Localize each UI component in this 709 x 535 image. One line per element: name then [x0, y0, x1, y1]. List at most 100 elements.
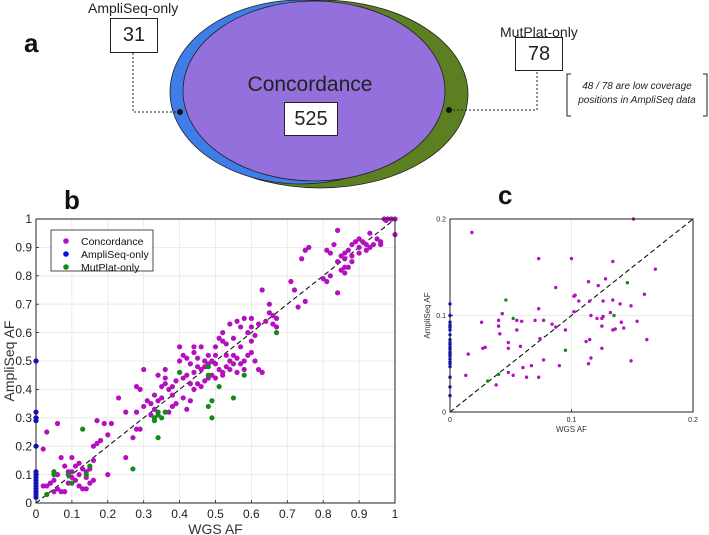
- concordance-point: [259, 287, 265, 293]
- concordance-point: [105, 432, 111, 438]
- concordance-point: [259, 369, 265, 375]
- concordance-point: [320, 276, 326, 282]
- concordance-point: [589, 356, 593, 360]
- concordance-point: [180, 375, 186, 381]
- concordance-point: [198, 366, 204, 373]
- concordance-point: [241, 315, 247, 321]
- concordance-point: [248, 349, 254, 356]
- concordance-point: [324, 278, 330, 285]
- concordance-point: [205, 352, 211, 358]
- concordance-point: [133, 383, 140, 390]
- panel-b-letter: b: [64, 185, 80, 215]
- note-bracket-right: [703, 73, 708, 117]
- concordance-point: [515, 328, 519, 332]
- concordance-point: [51, 489, 57, 495]
- y-tick-label: 0.3: [15, 411, 32, 425]
- concordance-point: [234, 355, 240, 361]
- concordance-point: [212, 361, 219, 367]
- concordance-point: [273, 324, 280, 330]
- concordance-point: [541, 318, 546, 323]
- mutplat-only-point: [65, 472, 71, 478]
- concordance-point: [166, 409, 172, 415]
- concordance-point: [506, 346, 511, 351]
- mutplat-only-point: [80, 426, 86, 432]
- concordance-point: [133, 409, 140, 415]
- concordance-point: [87, 480, 93, 486]
- concordance-point: [98, 437, 104, 444]
- concordance-point: [248, 324, 254, 330]
- mutplat-only-point: [51, 472, 57, 478]
- x-tick-label: 0.1: [567, 417, 577, 424]
- concordance-point: [141, 366, 147, 373]
- legend-label-concordance: Concordance: [81, 236, 144, 248]
- concordance-point: [334, 259, 341, 265]
- concordance-point: [270, 312, 276, 319]
- concordance-point: [273, 315, 280, 321]
- concordance-point: [554, 325, 558, 329]
- x-tick-label: 1: [392, 507, 399, 521]
- concordance-point: [187, 398, 193, 404]
- mutplat-only-point: [485, 379, 490, 383]
- concordance-point: [342, 270, 348, 276]
- y-tick-label: 0.1: [436, 313, 446, 320]
- concordance-point: [90, 443, 97, 449]
- concordance-point: [223, 352, 229, 358]
- concordance-point: [209, 358, 215, 364]
- concordance-point: [191, 344, 197, 350]
- concordance-point: [370, 241, 377, 248]
- concordance-point: [603, 277, 608, 281]
- concordance-point: [151, 406, 158, 412]
- concordance-point: [613, 327, 617, 331]
- concordance-point: [90, 457, 97, 463]
- mutplat-only-point: [69, 480, 75, 486]
- concordance-point: [227, 358, 233, 364]
- concordance-point: [162, 366, 168, 373]
- concordance-point: [538, 336, 542, 341]
- concordance-point: [266, 301, 272, 307]
- concordance-point: [255, 321, 262, 327]
- concordance-point: [367, 230, 373, 236]
- concordance-point: [230, 352, 237, 358]
- mutplat-only-point: [563, 348, 568, 352]
- concordance-point: [162, 375, 168, 381]
- mutplat-leader-dot: [446, 107, 452, 113]
- concordance-point: [600, 346, 604, 351]
- concordance-point: [137, 426, 143, 432]
- concordance-point: [62, 463, 68, 469]
- concordance-point: [466, 352, 470, 356]
- concordance-point: [123, 454, 129, 461]
- concordance-point: [58, 454, 64, 461]
- y-axis-label: AmpliSeq AF: [1, 321, 17, 402]
- concordance-point: [596, 283, 600, 288]
- concordance-point: [288, 278, 294, 285]
- panel-c-letter: c: [498, 180, 513, 210]
- x-tick-label: 0: [33, 507, 40, 521]
- concordance-point: [54, 486, 61, 492]
- concordance-point: [541, 358, 546, 362]
- venn-concordance-ellipse: [182, 0, 446, 182]
- concordance-point: [108, 420, 114, 427]
- concordance-point: [349, 241, 355, 248]
- concordance-point: [266, 310, 272, 316]
- concordance-point: [230, 335, 237, 341]
- concordance-point: [72, 463, 79, 469]
- concordance-point: [155, 398, 161, 404]
- concordance-point: [611, 298, 615, 302]
- ampliseq-only-count: 31: [110, 18, 158, 53]
- concordance-point: [589, 313, 593, 318]
- concordance-point: [187, 361, 193, 367]
- mutplat-only-point: [504, 298, 508, 302]
- concordance-point: [80, 486, 86, 492]
- x-axis-label: WGS AF: [188, 521, 242, 535]
- concordance-point: [191, 386, 197, 392]
- mutplat-only-point: [625, 280, 630, 285]
- concordance-point: [47, 480, 53, 486]
- concordance-point: [198, 344, 204, 350]
- concordance-point: [216, 335, 222, 341]
- concordance-point: [202, 358, 208, 364]
- legend-box: [50, 229, 154, 272]
- concordance-point: [557, 363, 562, 368]
- concordance-point: [194, 364, 201, 370]
- mutplat-only-point: [205, 403, 211, 410]
- concordance-point: [536, 375, 541, 379]
